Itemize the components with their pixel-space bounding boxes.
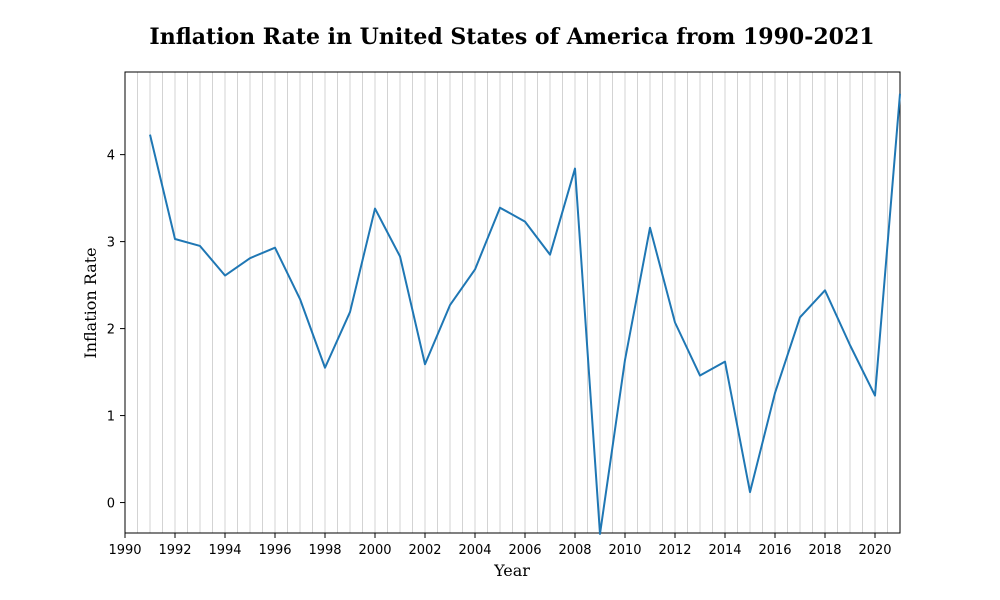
x-tick-label: 2016 [758,543,791,558]
plot-frame [124,71,901,534]
x-tick-label: 1994 [208,543,241,558]
x-tick-label: 1992 [158,543,191,558]
x-tick-label: 2006 [508,543,541,558]
series-layer [149,93,901,535]
y-axis-ticks: 0 1 2 3 4 [107,149,125,512]
x-tick-label: 2012 [658,543,691,558]
x-tick-label: 1996 [258,543,291,558]
x-tick-label: 2020 [858,543,891,558]
y-tick-label: 1 [107,410,115,425]
x-tick-label: 2008 [558,543,591,558]
x-tick-label: 2014 [708,543,741,558]
x-tick-label: 2010 [608,543,641,558]
x-axis-label: Year [493,561,530,580]
x-tick-label: 2000 [358,543,391,558]
y-tick-label: 4 [107,149,115,164]
x-tick-label: 2002 [408,543,441,558]
chart-title: Inflation Rate in United States of Ameri… [149,24,874,50]
x-tick-label: 2018 [808,543,841,558]
x-tick-label: 1998 [308,543,341,558]
y-axis-label: Inflation Rate [81,247,100,358]
x-axis-ticks: 1990 1992 1994 1996 1998 2000 2002 2004 2006 2008… [108,533,892,558]
y-tick-label: 3 [107,236,115,251]
grid-lines [124,72,901,533]
x-tick-label: 2004 [458,543,491,558]
y-tick-label: 2 [107,323,115,338]
y-tick-label: 0 [107,497,115,512]
x-tick-label: 1990 [108,543,141,558]
